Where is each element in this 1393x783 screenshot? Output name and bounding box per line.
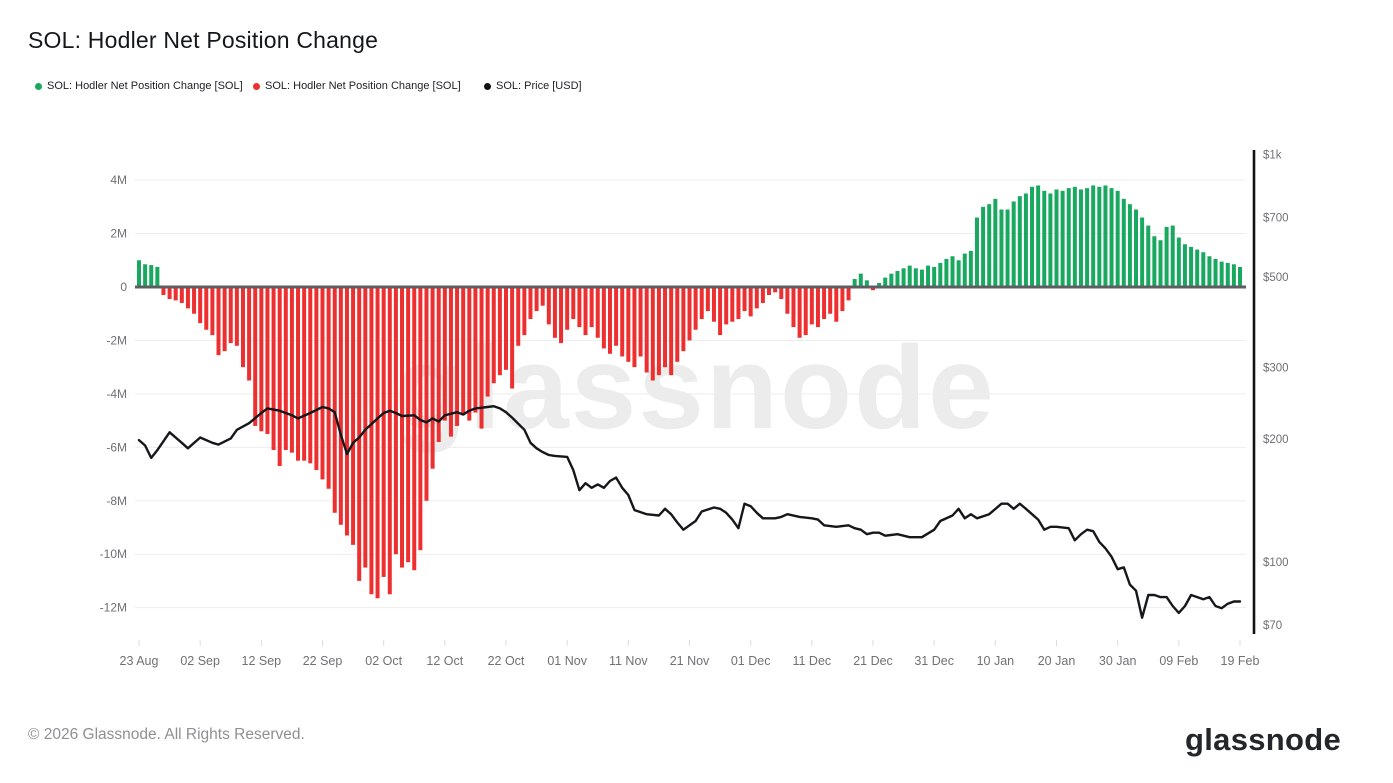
svg-text:30 Jan: 30 Jan <box>1099 654 1137 668</box>
svg-text:11 Dec: 11 Dec <box>792 654 831 668</box>
svg-text:02 Sep: 02 Sep <box>180 654 220 668</box>
svg-text:01 Dec: 01 Dec <box>731 654 771 668</box>
legend-label: SOL: Hodler Net Position Change [SOL] <box>47 80 243 92</box>
legend-dot-red-icon <box>253 82 260 90</box>
svg-text:$500: $500 <box>1263 272 1289 284</box>
legend-item-price[interactable]: SOL: Price [USD] <box>484 80 582 92</box>
svg-text:$70: $70 <box>1263 620 1282 632</box>
legend-item-hodler-negative[interactable]: SOL: Hodler Net Position Change [SOL] <box>253 80 461 92</box>
price-line <box>137 405 1242 619</box>
svg-text:2M: 2M <box>110 227 127 241</box>
svg-text:$100: $100 <box>1263 557 1289 569</box>
svg-text:-8M: -8M <box>106 494 127 508</box>
svg-text:20 Jan: 20 Jan <box>1038 654 1076 668</box>
svg-text:$700: $700 <box>1263 212 1289 224</box>
legend-label: SOL: Hodler Net Position Change [SOL] <box>265 80 461 92</box>
svg-text:-4M: -4M <box>106 387 127 401</box>
svg-text:-12M: -12M <box>100 601 127 615</box>
right-axis-labels: $1k $700 $500 $300 $200 $100 $70 <box>1263 149 1289 632</box>
svg-text:11 Nov: 11 Nov <box>609 654 648 668</box>
left-axis-labels: 4M 2M 0 -2M -4M -6M -8M -10M -12M <box>100 173 128 615</box>
svg-text:23 Aug: 23 Aug <box>120 654 159 668</box>
svg-text:01 Nov: 01 Nov <box>547 654 587 668</box>
svg-text:0: 0 <box>120 280 127 294</box>
svg-text:09 Feb: 09 Feb <box>1159 654 1198 668</box>
svg-text:4M: 4M <box>110 173 127 187</box>
legend-dot-green-icon <box>35 82 42 90</box>
svg-text:19 Feb: 19 Feb <box>1221 654 1260 668</box>
svg-text:$200: $200 <box>1263 434 1289 446</box>
svg-text:22 Sep: 22 Sep <box>303 654 343 668</box>
svg-text:-10M: -10M <box>100 547 127 561</box>
svg-text:$1k: $1k <box>1263 149 1282 161</box>
svg-text:12 Sep: 12 Sep <box>242 654 282 668</box>
copyright-text: © 2026 Glassnode. All Rights Reserved. <box>28 726 305 743</box>
svg-text:21 Dec: 21 Dec <box>853 654 893 668</box>
svg-text:-6M: -6M <box>106 440 127 454</box>
legend-item-hodler-positive[interactable]: SOL: Hodler Net Position Change [SOL] <box>35 80 243 92</box>
page-title: SOL: Hodler Net Position Change <box>28 27 379 53</box>
x-axis-labels: 23 Aug 02 Sep 12 Sep 22 Sep 02 Oct 12 Oct 22 O… <box>120 640 1260 668</box>
svg-text:10 Jan: 10 Jan <box>977 654 1015 668</box>
svg-text:21 Nov: 21 Nov <box>670 654 710 668</box>
svg-text:22 Oct: 22 Oct <box>488 654 525 668</box>
gridlines <box>135 179 1246 609</box>
watermark-glassnode: glassnode <box>394 322 996 454</box>
svg-text:-2M: -2M <box>106 333 127 347</box>
svg-text:12 Oct: 12 Oct <box>426 654 463 668</box>
hodler-net-position-bars <box>137 185 1242 599</box>
legend-dot-black-icon <box>484 82 491 90</box>
glassnode-logo: glassnode <box>1185 722 1342 757</box>
svg-text:$300: $300 <box>1263 362 1289 374</box>
legend: SOL: Hodler Net Position Change [SOL] SO… <box>0 80 1393 96</box>
svg-text:31 Dec: 31 Dec <box>914 654 954 668</box>
legend-label: SOL: Price [USD] <box>496 80 582 92</box>
svg-text:02 Oct: 02 Oct <box>365 654 402 668</box>
